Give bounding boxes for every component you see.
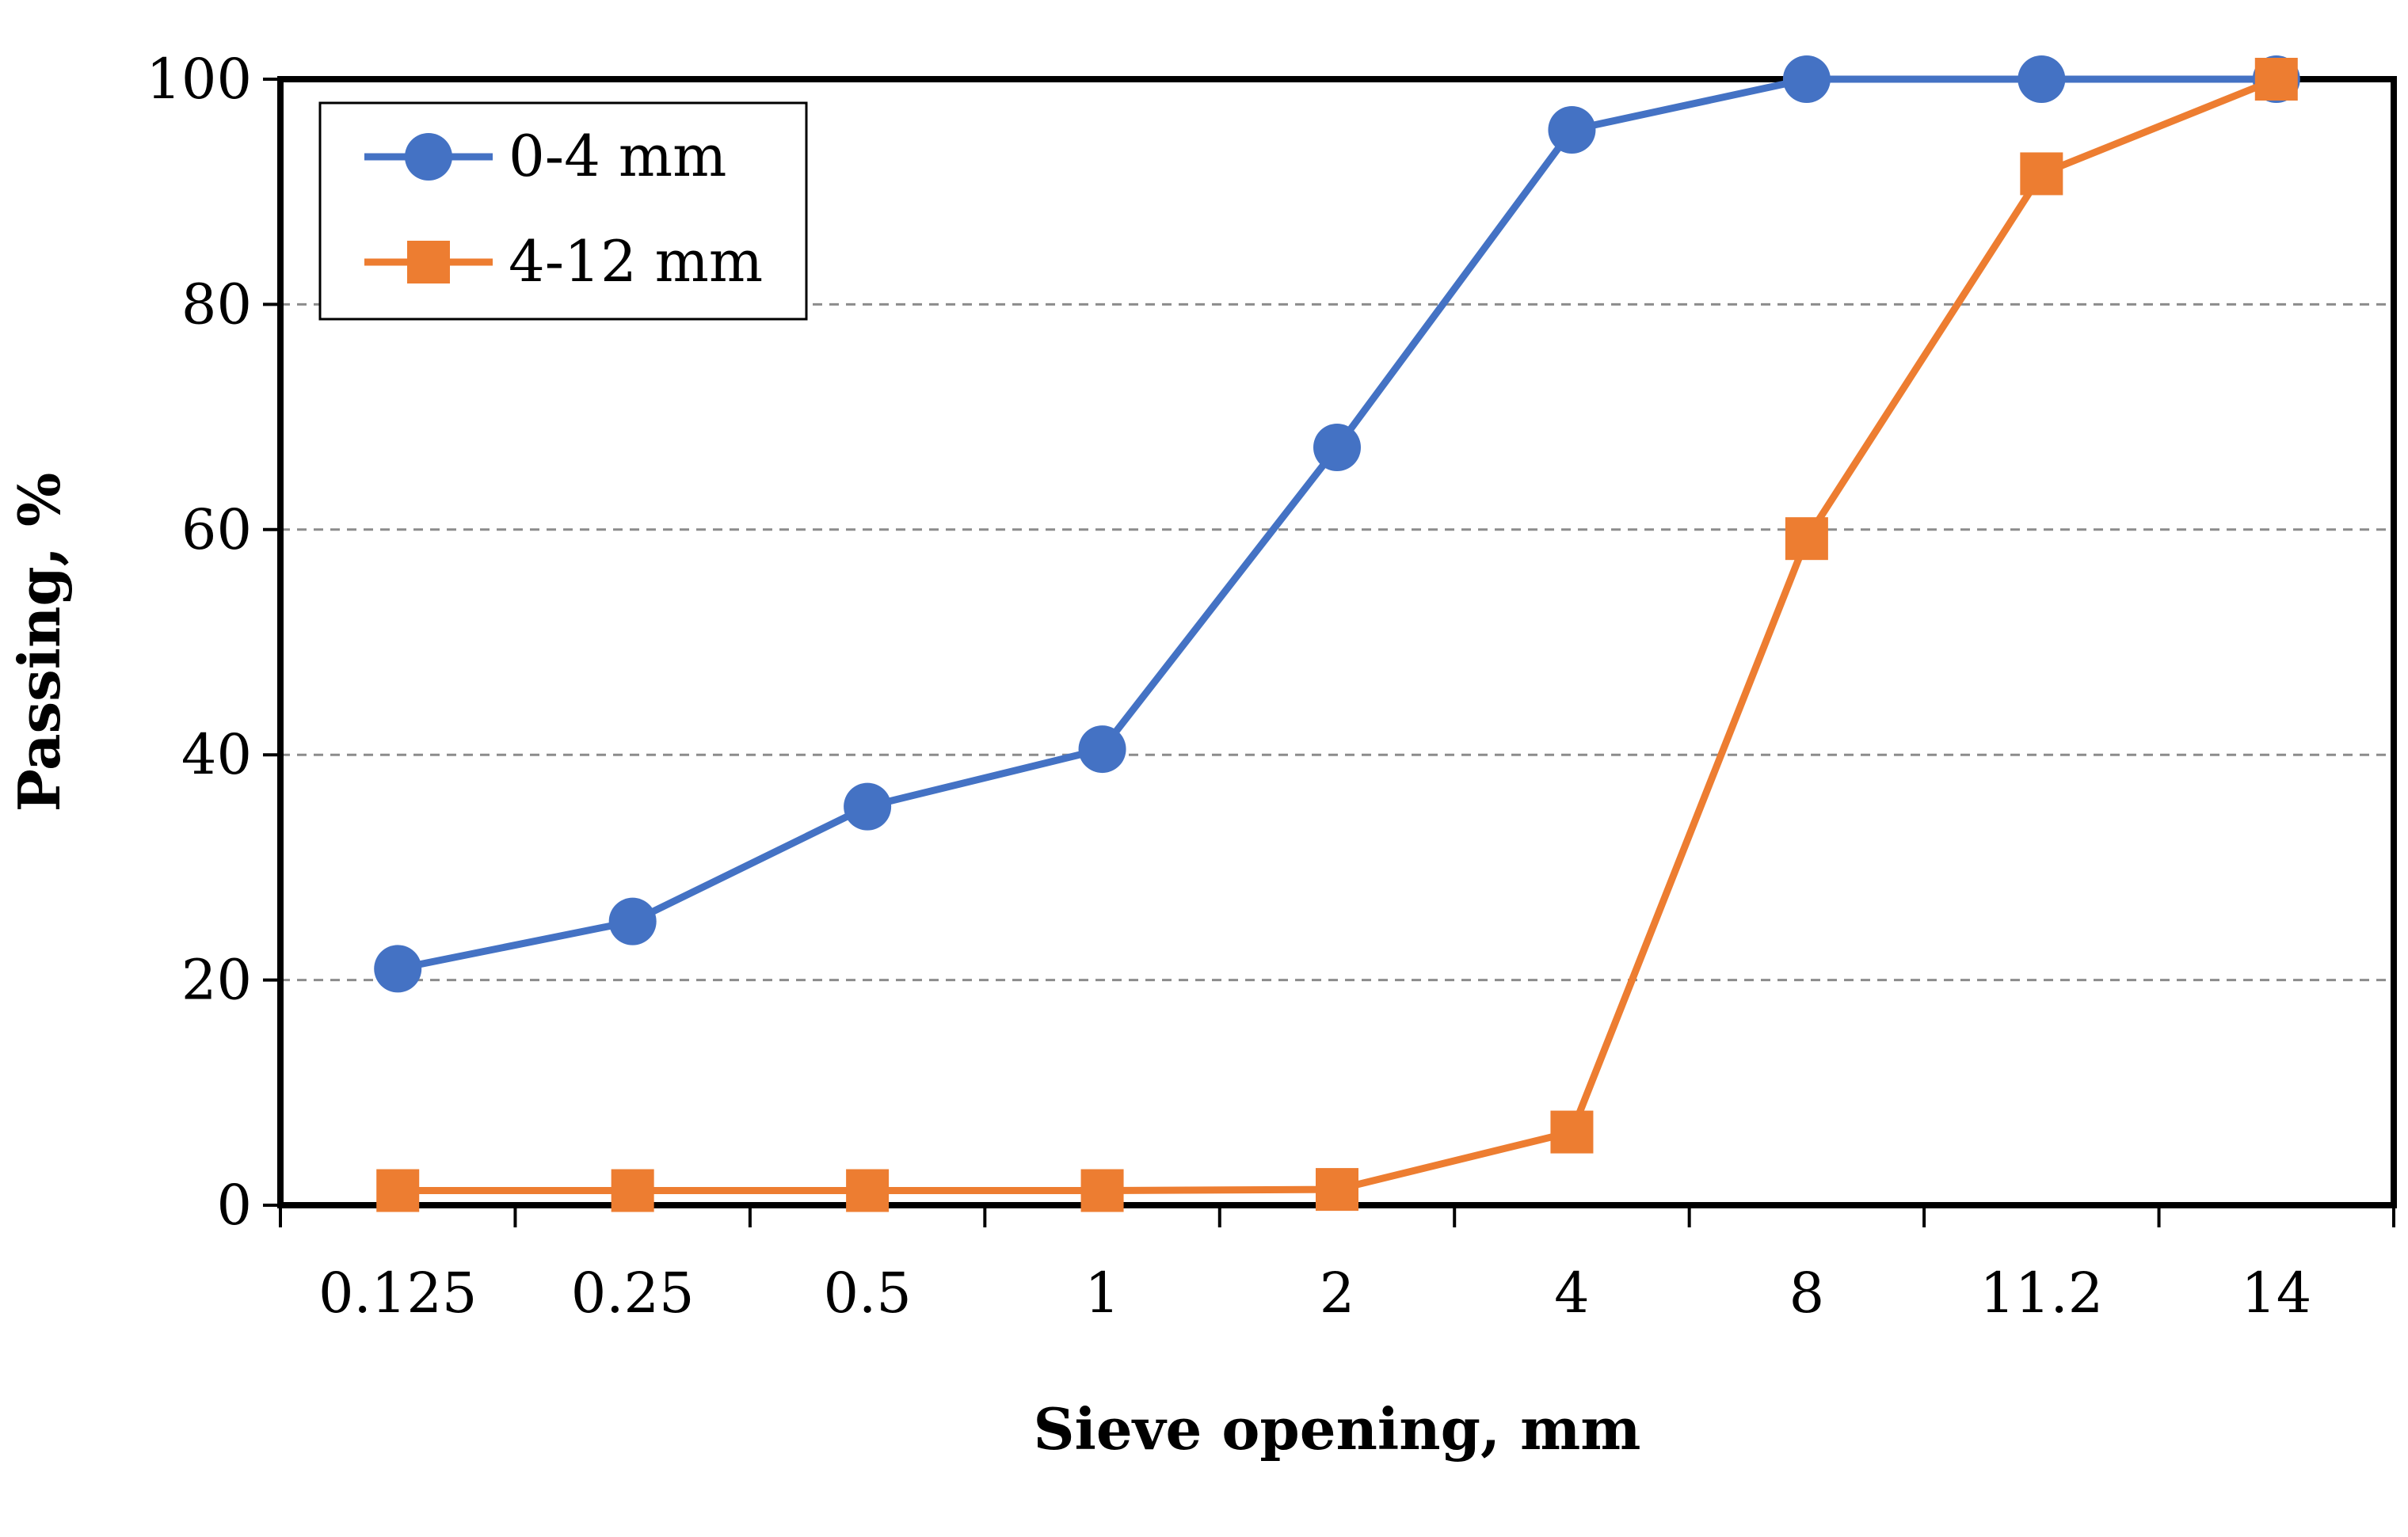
legend-item: 4-12 mm — [364, 228, 763, 295]
data-point — [2254, 58, 2298, 101]
data-point — [1313, 423, 1361, 471]
x-tick-label: 0.125 — [318, 1261, 477, 1326]
series-1 — [374, 55, 2300, 993]
legend-marker — [405, 133, 452, 181]
series-2 — [376, 58, 2298, 1212]
x-tick-label: 8 — [1789, 1261, 1825, 1326]
y-tick-label: 80 — [181, 272, 252, 337]
data-point — [844, 782, 892, 831]
legend: 0-4 mm 4-12 mm — [318, 101, 808, 321]
y-tick-label: 60 — [181, 497, 252, 562]
data-point — [1080, 1169, 1124, 1212]
y-tick-label: 20 — [181, 948, 252, 1013]
data-point — [374, 945, 422, 993]
legend-box — [318, 101, 808, 321]
data-point — [1548, 105, 1596, 154]
y-tick-label: 40 — [181, 722, 252, 787]
y-axis-title: Passing, % — [6, 473, 73, 812]
gridlines — [280, 302, 2394, 982]
data-point — [608, 897, 657, 945]
data-point — [2017, 55, 2066, 103]
x-tick-label: 0.25 — [571, 1261, 695, 1326]
y-tick-label: 0 — [216, 1173, 252, 1238]
legend-item: 0-4 mm — [364, 123, 726, 189]
x-tick-label: 14 — [2241, 1261, 2311, 1326]
x-axis-title: Sieve opening, mm — [1034, 1395, 1641, 1463]
legend-label: 4-12 mm — [509, 228, 763, 295]
data-point — [1316, 1168, 1358, 1212]
y-axis: 0 20 40 60 80 100 — [146, 47, 280, 1238]
data-point — [1550, 1110, 1594, 1154]
x-axis: 0.125 0.25 0.5 1 2 4 8 11.2 14 — [279, 1205, 2395, 1326]
y-tick-label: 100 — [146, 47, 252, 112]
x-tick-label: 11.2 — [1979, 1261, 2103, 1326]
data-point — [611, 1169, 654, 1212]
series — [374, 55, 2300, 1212]
data-point — [2020, 152, 2063, 196]
data-point — [1782, 55, 1831, 103]
data-point — [376, 1169, 420, 1212]
x-tick-label: 2 — [1320, 1261, 1355, 1326]
x-tick-label: 0.5 — [823, 1261, 911, 1326]
legend-marker — [407, 241, 450, 283]
x-tick-label: 4 — [1554, 1261, 1590, 1326]
x-tick-label: 1 — [1084, 1261, 1120, 1326]
legend-label: 0-4 mm — [509, 123, 726, 189]
data-point — [1078, 725, 1126, 774]
data-point — [1785, 517, 1828, 561]
data-point — [846, 1169, 890, 1212]
